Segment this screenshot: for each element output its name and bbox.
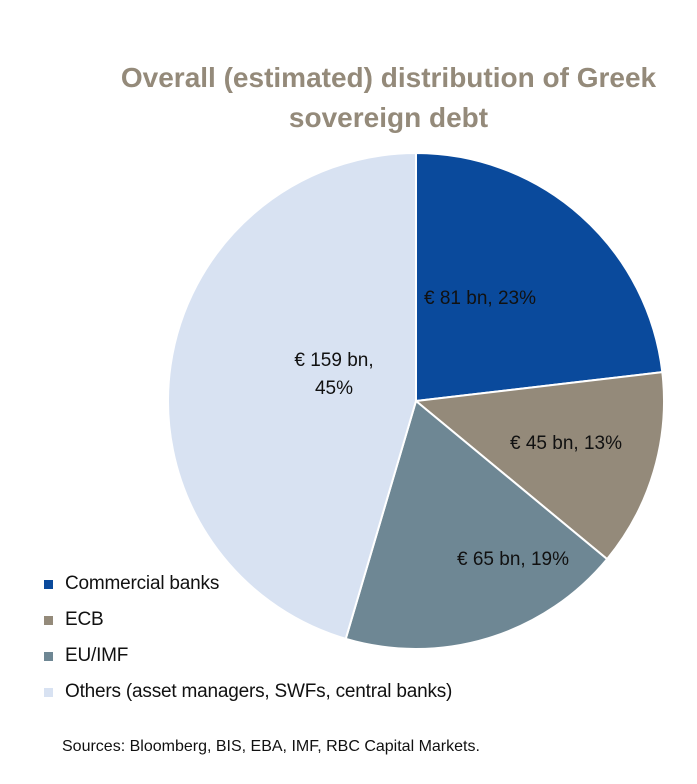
legend-label: Others (asset managers, SWFs, central ba…: [65, 681, 453, 702]
slice-data-label: € 45 bn, 13%: [510, 433, 622, 454]
pie-slice-ecb: [413, 371, 665, 561]
legend-item-ecb: ECB: [44, 602, 452, 638]
pie-slice-others: [167, 151, 417, 641]
slice-data-label: € 81 bn, 23%: [424, 288, 536, 309]
slice-data-label-line: 45%: [315, 378, 353, 399]
legend-label: EU/IMF: [65, 645, 129, 666]
slice-data-label: € 159 bn, 45%: [294, 350, 373, 399]
legend-label: Commercial banks: [65, 573, 220, 594]
legend-swatch: [44, 687, 53, 697]
chart-title: Overall (estimated) distribution of Gree…: [80, 58, 697, 138]
legend-item-commercial-banks: Commercial banks: [44, 566, 452, 602]
source-note: Sources: Bloomberg, BIS, EBA, IMF, RBC C…: [62, 738, 480, 755]
legend-item-eu-imf: EU/IMF: [44, 638, 452, 674]
slice-data-label-line: € 81 bn, 23%: [424, 288, 536, 309]
legend-label: ECB: [65, 609, 104, 630]
slice-data-label-line: € 65 bn, 19%: [457, 549, 569, 570]
legend-swatch: [44, 615, 53, 625]
legend: Commercial banks ECB EU/IMF Others (asse…: [44, 566, 452, 710]
pie-slice-euimf: [344, 399, 609, 650]
chart-title-line-2: sovereign debt: [288, 102, 489, 133]
slice-data-label-line: € 159 bn,: [294, 350, 373, 371]
slice-data-label-line: € 45 bn, 13%: [510, 433, 622, 454]
pie-slice-commercial: [415, 151, 664, 403]
chart-title-line-1: Overall (estimated) distribution of Gree…: [120, 62, 657, 93]
legend-swatch: [44, 579, 53, 589]
slice-data-label: € 65 bn, 19%: [457, 549, 569, 570]
legend-swatch: [44, 651, 53, 661]
legend-item-others: Others (asset managers, SWFs, central ba…: [44, 674, 452, 710]
